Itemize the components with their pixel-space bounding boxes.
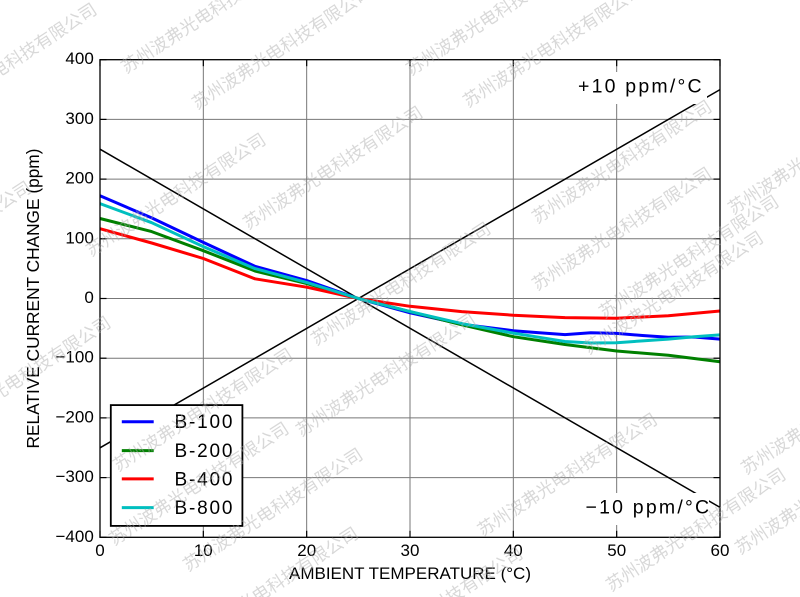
svg-text:50: 50 xyxy=(607,541,626,560)
svg-text:+10 ppm/°C: +10 ppm/°C xyxy=(578,76,704,98)
svg-text:−100: −100 xyxy=(56,348,94,367)
svg-text:300: 300 xyxy=(65,109,93,128)
svg-text:400: 400 xyxy=(65,49,93,68)
svg-text:B-100: B-100 xyxy=(175,412,235,433)
svg-text:B-800: B-800 xyxy=(175,498,235,519)
svg-text:−400: −400 xyxy=(56,527,94,546)
svg-text:B-200: B-200 xyxy=(175,441,235,462)
svg-text:0: 0 xyxy=(84,288,93,307)
svg-text:10: 10 xyxy=(194,541,213,560)
svg-text:−10 ppm/°C: −10 ppm/°C xyxy=(586,497,712,519)
svg-text:100: 100 xyxy=(65,228,93,247)
svg-text:0: 0 xyxy=(95,541,104,560)
svg-text:−200: −200 xyxy=(56,407,94,426)
svg-text:−300: −300 xyxy=(56,467,94,486)
svg-text:40: 40 xyxy=(504,541,523,560)
svg-text:200: 200 xyxy=(65,169,93,188)
svg-text:AMBIENT TEMPERATURE (°C): AMBIENT TEMPERATURE (°C) xyxy=(289,564,531,583)
svg-text:30: 30 xyxy=(401,541,420,560)
svg-text:60: 60 xyxy=(711,541,730,560)
svg-text:RELATIVE CURRENT CHANGE (ppm): RELATIVE CURRENT CHANGE (ppm) xyxy=(23,149,43,449)
